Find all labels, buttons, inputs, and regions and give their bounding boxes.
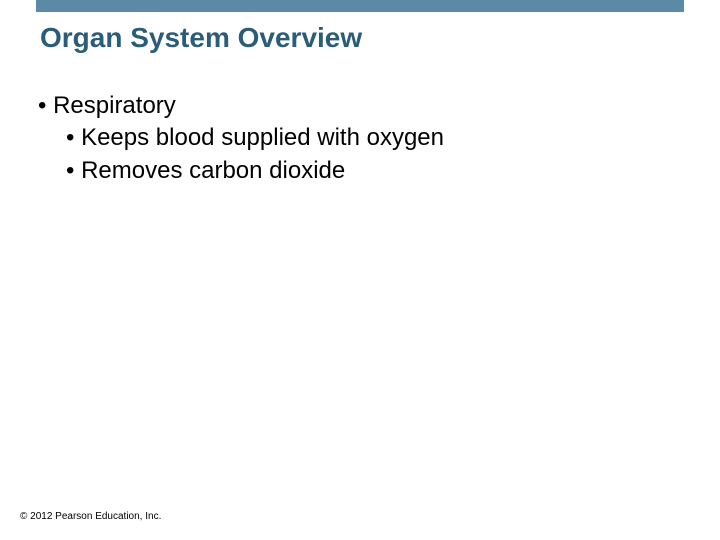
- bullet-char: •: [66, 157, 74, 184]
- bullet-text: Removes carbon dioxide: [81, 157, 345, 184]
- slide: Organ System Overview • Respiratory • Ke…: [0, 0, 720, 540]
- page-title: Organ System Overview: [40, 22, 362, 54]
- copyright-footer: © 2012 Pearson Education, Inc.: [20, 511, 161, 522]
- bullet-level1: • Respiratory: [38, 90, 444, 122]
- bullet-text: Keeps blood supplied with oxygen: [81, 124, 444, 151]
- bullet-level2: • Keeps blood supplied with oxygen: [66, 122, 444, 154]
- bullet-level2: • Removes carbon dioxide: [66, 155, 444, 187]
- bullet-text: Respiratory: [53, 92, 176, 119]
- bullet-char: •: [66, 124, 74, 151]
- header-bar: [36, 0, 684, 12]
- content-block: • Respiratory • Keeps blood supplied wit…: [38, 90, 444, 187]
- bullet-char: •: [38, 92, 46, 119]
